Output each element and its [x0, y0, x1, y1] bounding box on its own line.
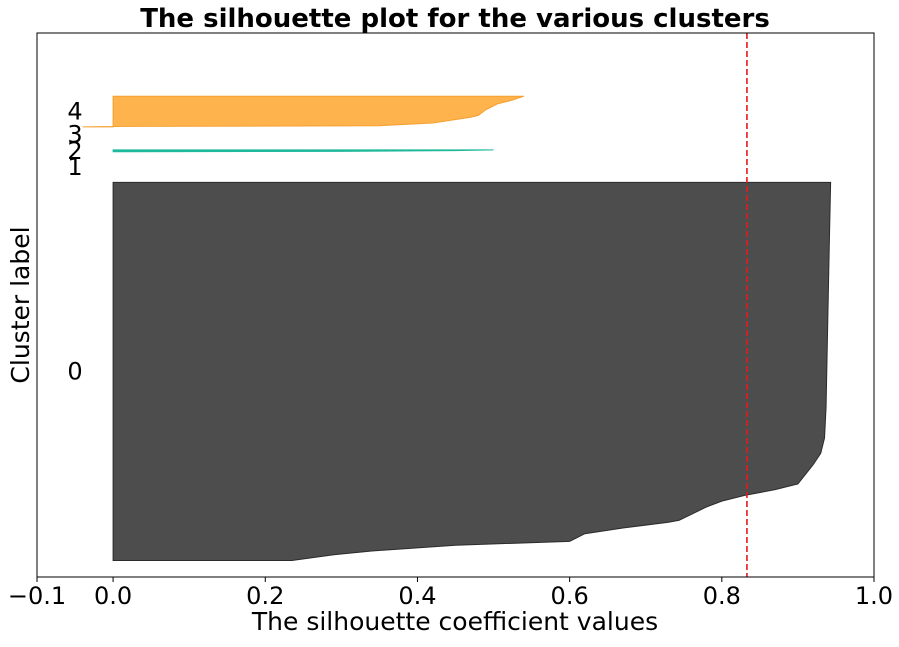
cluster-label-1: 1: [67, 153, 82, 181]
x-tick-label: 0.2: [246, 582, 284, 610]
silhouette-cluster-0: [112, 181, 832, 562]
y-axis-label: Cluster label: [6, 226, 35, 383]
silhouette-cluster-2: [112, 149, 494, 153]
x-tick-label: 0.0: [94, 582, 132, 610]
chart-title: The silhouette plot for the various clus…: [140, 4, 770, 34]
x-tick-label: 0.4: [398, 582, 436, 610]
x-tick-label: 0.8: [703, 582, 741, 610]
silhouette-cluster-4: [82, 95, 525, 128]
cluster-label-4: 4: [67, 98, 82, 126]
x-tick-label: −0.1: [8, 582, 66, 610]
cluster-label-3: 3: [67, 121, 82, 149]
cluster-label-0: 0: [67, 357, 82, 385]
cluster-label-2: 2: [67, 137, 82, 165]
x-axis-ticks: −0.1 0.0 0.2 0.4 0.6 0.8 1.0: [8, 577, 893, 610]
plot-frame: [36, 32, 875, 578]
x-tick-label: 0.6: [551, 582, 589, 610]
x-tick-label: 1.0: [855, 582, 893, 610]
plot-area: [36, 32, 875, 578]
x-axis-label: The silhouette coefficient values: [251, 607, 658, 636]
